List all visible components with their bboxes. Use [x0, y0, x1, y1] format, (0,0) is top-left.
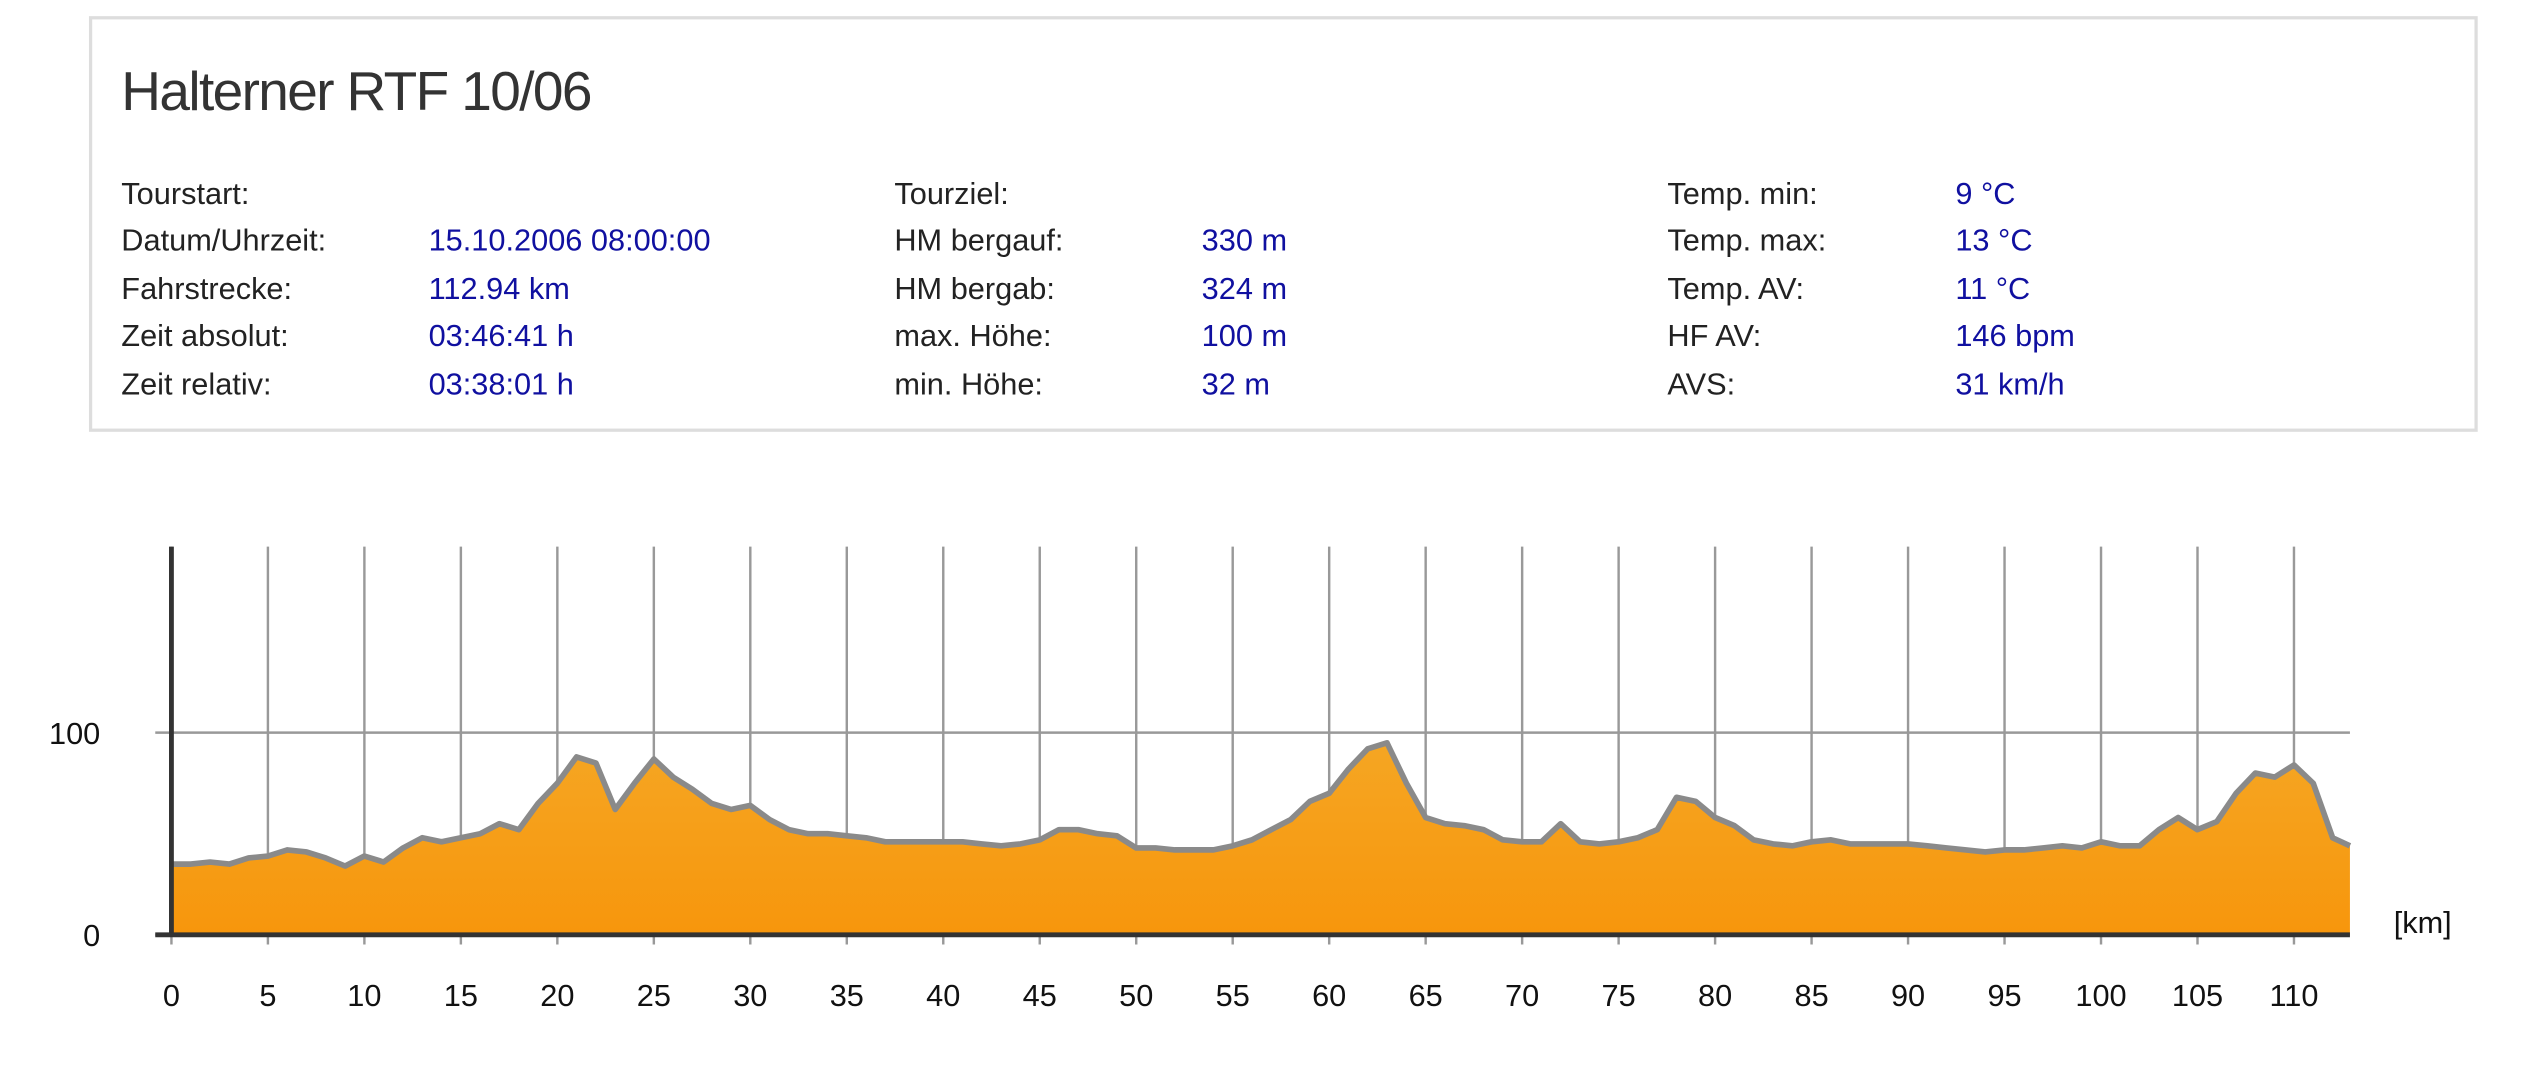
x-tick-label: 105	[2172, 978, 2223, 1013]
x-tick-label: 5	[259, 978, 276, 1013]
info-label: Tourstart:	[121, 177, 250, 212]
y-tick-label: 0	[83, 918, 100, 953]
info-label: HF AV:	[1667, 320, 1762, 355]
info-value: 9 °C	[1955, 177, 2016, 212]
info-label: AVS:	[1667, 368, 1736, 403]
info-label: HM bergab:	[894, 272, 1055, 307]
info-value: 100 m	[1201, 320, 1288, 355]
x-tick-label: 75	[1602, 978, 1636, 1013]
info-label: Zeit relativ:	[121, 368, 272, 403]
info-label: HM bergauf:	[894, 225, 1064, 260]
info-value: 13 °C	[1955, 225, 2033, 260]
elevation-area	[171, 742, 2350, 935]
x-tick-label: 100	[2075, 978, 2126, 1013]
info-value: 324 m	[1201, 272, 1288, 307]
info-value: 03:46:41 h	[428, 320, 574, 355]
x-tick-label: 30	[733, 978, 767, 1013]
info-label: min. Höhe:	[894, 368, 1043, 403]
x-tick-label: 50	[1119, 978, 1153, 1013]
x-tick-label: 90	[1891, 978, 1925, 1013]
info-box: Halterner RTF 10/06 Tourstart: Datum/Uhrz…	[88, 16, 2478, 432]
info-label: max. Höhe:	[894, 320, 1052, 355]
x-tick-label: 10	[347, 978, 381, 1013]
x-tick-label: 25	[637, 978, 671, 1013]
x-tick-label: 110	[2269, 978, 2318, 1013]
x-tick-label: 35	[830, 978, 864, 1013]
x-tick-label: 20	[540, 978, 574, 1013]
info-label: Temp. min:	[1667, 177, 1818, 212]
x-tick-label: 45	[1023, 978, 1057, 1013]
y-tick-label: 100	[49, 716, 100, 751]
x-tick-label: 95	[1987, 978, 2021, 1013]
x-tick-label: 55	[1216, 978, 1250, 1013]
x-tick-label: 70	[1505, 978, 1539, 1013]
info-value: 15.10.2006 08:00:00	[428, 225, 711, 260]
info-label: Datum/Uhrzeit:	[121, 225, 327, 260]
x-tick-label: 85	[1794, 978, 1828, 1013]
info-label: Temp. AV:	[1667, 272, 1805, 307]
info-label: Tourziel:	[894, 177, 1009, 212]
info-value: 112.94 km	[428, 272, 570, 307]
x-tick-label: 80	[1698, 978, 1732, 1013]
x-tick-label: 60	[1312, 978, 1346, 1013]
x-tick-label: 40	[926, 978, 960, 1013]
x-tick-label: 65	[1409, 978, 1443, 1013]
title: Halterner RTF 10/06	[121, 61, 592, 123]
info-value: 11 °C	[1955, 272, 2031, 307]
info-value: 32 m	[1201, 368, 1270, 403]
info-label: Temp. max:	[1667, 225, 1827, 260]
info-value: 03:38:01 h	[428, 368, 574, 403]
y-tick-label: 200	[49, 514, 100, 549]
x-tick-label: 0	[163, 978, 180, 1013]
info-value: 146 bpm	[1955, 320, 2075, 355]
info-value: 330 m	[1201, 225, 1288, 260]
info-label: Zeit absolut:	[121, 320, 289, 355]
info-value: 31 km/h	[1955, 368, 2065, 403]
x-tick-label: 15	[444, 978, 478, 1013]
x-axis-label: [km]	[2394, 905, 2452, 940]
info-label: Fahrstrecke:	[121, 272, 293, 307]
elevation-line	[171, 739, 2352, 869]
